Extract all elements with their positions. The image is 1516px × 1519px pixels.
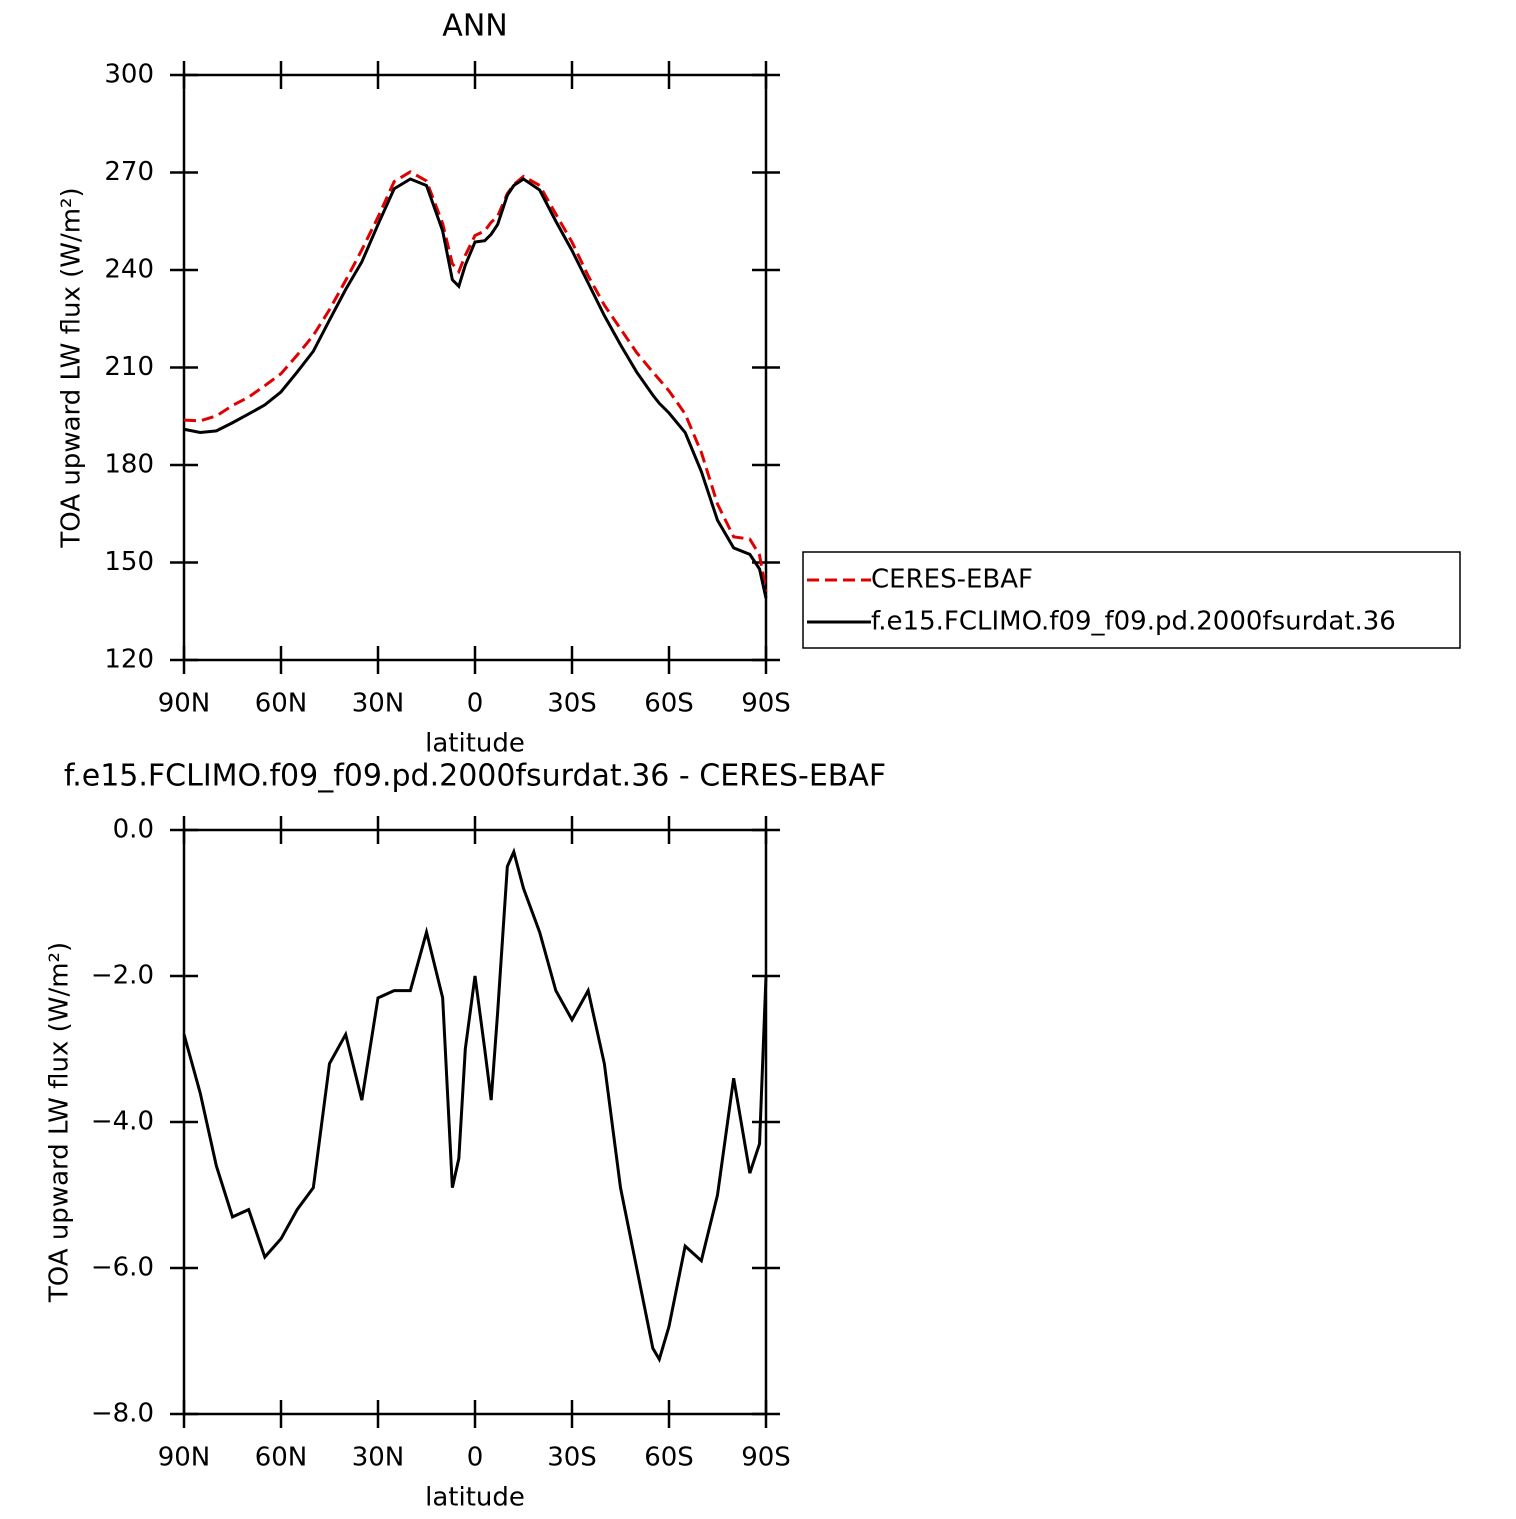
y-tick-label: 300 — [104, 60, 154, 90]
y-tick-label: 270 — [104, 157, 154, 187]
y-tick-label: −6.0 — [91, 1253, 154, 1283]
data-line — [183, 170, 768, 593]
legend-box — [802, 551, 1461, 649]
x-tick-label: 60N — [255, 689, 308, 719]
x-tick-label: 60N — [255, 1443, 308, 1473]
plot-frame — [182, 73, 768, 662]
y-tick-label: 120 — [104, 645, 154, 675]
x-tick-label: 0 — [467, 689, 484, 719]
y-tick-label: 210 — [104, 352, 154, 382]
chart-title: f.e15.FCLIMO.f09_f09.pd.2000fsurdat.36 -… — [64, 759, 886, 794]
x-tick-label: 90S — [741, 1443, 791, 1473]
y-tick-label: −4.0 — [91, 1107, 154, 1137]
x-tick-label: 90N — [158, 689, 211, 719]
x-tick-label: 60S — [644, 689, 694, 719]
x-tick-label: 60S — [644, 1443, 694, 1473]
x-tick-label: 30N — [352, 1443, 405, 1473]
chart-title: ANN — [442, 9, 507, 44]
x-axis-label: latitude — [425, 729, 525, 759]
y-tick-label: −8.0 — [91, 1399, 154, 1429]
y-tick-label: 0.0 — [113, 815, 154, 845]
y-axis-label: TOA upward LW flux (W/m²) — [57, 187, 87, 548]
plot-frame — [182, 828, 768, 1416]
x-tick-label: 90N — [158, 1443, 211, 1473]
legend-label: CERES-EBAF — [871, 565, 1033, 595]
data-line — [183, 177, 768, 599]
y-tick-label: −2.0 — [91, 961, 154, 991]
y-tick-label: 180 — [104, 450, 154, 480]
y-axis-label: TOA upward LW flux (W/m²) — [45, 942, 75, 1303]
legend-label: f.e15.FCLIMO.f09_f09.pd.2000fsurdat.36 — [871, 607, 1396, 637]
y-tick-label: 240 — [104, 255, 154, 285]
x-tick-label: 30S — [547, 1443, 597, 1473]
x-tick-label: 0 — [467, 1443, 484, 1473]
data-line — [182, 847, 768, 1363]
x-axis-label: latitude — [425, 1483, 525, 1513]
x-tick-label: 30N — [352, 689, 405, 719]
x-tick-label: 90S — [741, 689, 791, 719]
x-tick-label: 30S — [547, 689, 597, 719]
y-tick-label: 150 — [104, 547, 154, 577]
